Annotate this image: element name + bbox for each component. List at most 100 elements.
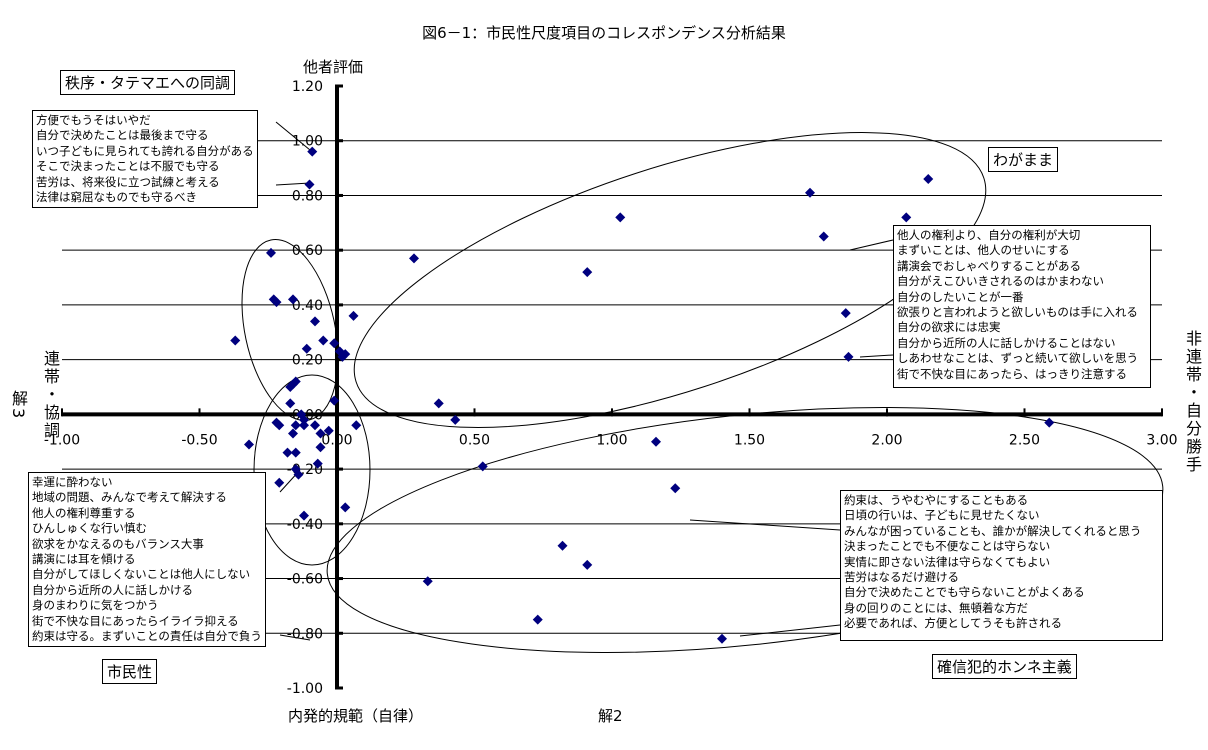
y-tick-label: -0.60 [287,572,323,588]
data-point [312,458,323,469]
group-item-text: そこで決まったことは不服でも守る [36,159,220,174]
group-item-text: 欲求をかなえるのもバランス大事 [32,536,204,551]
x-tick-label: 1.00 [596,432,627,448]
x-axis-bottom-left-label: 内発的規範（自律） [288,707,424,725]
group-item-text: いつ子どもに見られても誇れる自分がある [36,143,254,158]
group-ellipse-selfish [353,132,987,428]
group-item-text: 自分がしてほしくないことは他人にしない [32,567,251,582]
x-tick-label: -0.50 [181,432,217,448]
leader-line [689,519,841,531]
data-point [717,633,727,644]
data-point [433,398,444,409]
data-points [230,146,1055,644]
data-point [282,447,293,458]
group-ellipse-civic [253,374,371,566]
x-axis-right-label: 非連帯・自分勝手 [1183,330,1202,474]
data-point [315,428,326,439]
group-item-text: みんなが困っていることも、誰かが解決してくれると思う [844,523,1142,538]
data-point [532,614,543,625]
x-tick-label: 3.00 [1146,432,1177,448]
leader-line [275,182,311,186]
data-point [310,316,320,327]
data-point [557,540,568,551]
data-point [615,212,626,223]
group-item-text: まずいことは、他人のせいにする [897,243,1070,258]
group-item-text: 他人の権利より、自分の権利が大切 [897,228,1081,242]
y-axis-top-label: 他者評価 [303,58,364,76]
y-tick-label: 0.60 [292,243,323,259]
y-tick-label: 0.40 [292,298,323,314]
group-item-text: 欲張りと言われようと欲しいものは手に入れる [897,305,1138,320]
data-point [651,436,661,447]
group-item-text: 日頃の行いは、子どもに見せたくない [844,508,1040,523]
leader-line [275,121,311,151]
data-point [1044,417,1055,428]
group-item-text: 自分で決めたことは最後まで守る [36,128,209,143]
group-item-text: 苦労は、将来役に立つ試練と考える [36,174,220,189]
group-item-text: 幸運に酔わない [32,475,113,489]
group-item-text: 自分で決めたことでも守らないことがよくある [844,585,1085,600]
data-point [290,420,301,431]
group-item-text: 講演会でおしゃべりすることがある [897,258,1081,273]
data-point [840,308,851,319]
x-tick-label: 2.00 [871,432,902,448]
data-point [422,576,433,587]
data-point [266,247,276,258]
x-tick-label: 2.50 [1009,432,1040,448]
data-point [299,510,309,521]
group-item-text: 身のまわりに気をつかう [32,598,159,613]
y-tick-label: -0.80 [287,626,323,642]
data-point [582,267,593,278]
y-tick-label: 0.20 [292,353,323,369]
group-item-text: 地域の問題、みんなで考えて解決する [32,490,227,505]
group-item-text: 決まったことでも不便なことは守らない [844,539,1051,554]
data-point [274,420,285,431]
data-point [348,310,359,321]
group-item-text: ひんしゅくな行い慎む [32,521,147,536]
data-point [301,343,312,354]
leader-line [849,239,894,251]
data-point [329,338,340,349]
x-tick-label: 0.50 [459,432,490,448]
x-tick-label: 1.50 [734,432,765,448]
data-point [818,231,829,242]
y-axis-title: 解3 [9,390,28,421]
axes: 1.201.000.800.600.400.200.00-0.20-0.40-0… [44,79,1178,697]
data-point [288,379,298,390]
data-point [477,461,488,472]
data-point [923,174,934,185]
data-point [805,187,815,198]
y-tick-label: 1.00 [292,134,323,150]
data-point [271,297,282,308]
data-point [340,502,351,513]
group-item-text: 自分から近所の人に話しかける [32,582,193,597]
data-point [293,469,304,480]
leader-line [279,634,311,641]
group-label-civic: 市民性 [102,659,158,684]
group-item-text: 法律は窮屈なものでも守るべき [36,190,197,205]
group-item-text: 約束は、うやむやにすることもある [844,493,1029,507]
group-label-selfish: わがまま [988,147,1059,172]
group-item-text: 街で不快な目にあったらイライラ抑える [32,613,239,628]
data-point [318,335,329,346]
data-point [582,559,593,570]
x-axis-title: 解2 [598,707,623,725]
group-item-text: しあわせなことは、ずっと続いて欲しいを思う [897,351,1139,366]
data-point [670,483,681,494]
group-item-text: 必要であれば、方便としてうそも許される [844,616,1063,631]
data-point [274,477,285,488]
group-item-text: 方便でもうそはいやだ [36,113,151,127]
group-item-text: 自分のしたいことが一番 [897,289,1024,304]
group-items-civic: 幸運に酔わない 地域の問題、みんなで考えて解決する 他人の権利尊重する ひんしゅくな行… [28,472,266,648]
y-tick-label: 1.20 [292,79,323,95]
data-point [843,351,854,362]
data-point [409,253,419,264]
data-point [230,335,241,346]
group-item-text: 他人の権利尊重する [32,505,136,520]
data-point [244,439,254,450]
data-point [288,428,298,439]
group-item-text: 講演には耳を傾ける [32,552,136,567]
data-point [315,442,326,453]
leader-line [739,624,841,637]
